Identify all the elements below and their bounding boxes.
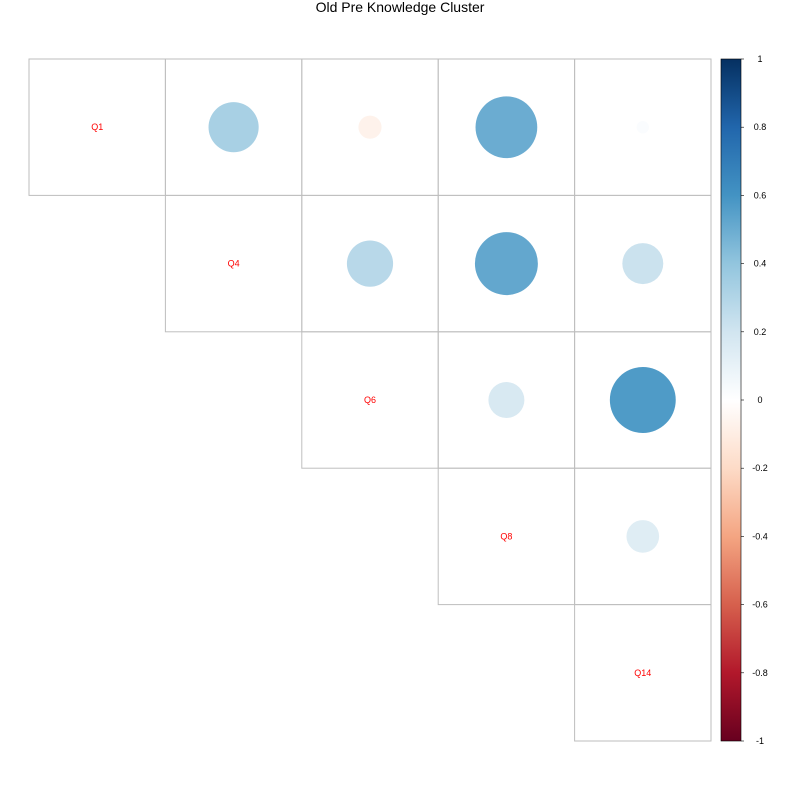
correlation-circle-q1-q14	[636, 121, 649, 134]
colorbar-tick-label: 1	[757, 54, 762, 64]
correlation-circle-q6-q14	[609, 367, 676, 433]
colorbar-tick-label: 0	[757, 395, 762, 405]
correlation-circle-q4-q6	[346, 240, 394, 287]
variable-label-q4: Q4	[228, 259, 240, 269]
colorbar-tick-label: -0.2	[752, 463, 768, 473]
correlation-circle-q1-q8	[475, 96, 538, 159]
grid-cell-q14-q14	[574, 604, 712, 742]
correlation-circle-q8-q14	[626, 520, 660, 553]
colorbar-tick-label: -0.6	[752, 600, 768, 610]
colorbar-tick-label: 0.8	[754, 122, 767, 132]
colorbar-tick-label: 0.2	[754, 327, 767, 337]
colorbar-tick-label: 0.6	[754, 190, 767, 200]
correlation-circle-q4-q8	[474, 232, 538, 296]
correlation-circle-q4-q14	[622, 243, 664, 285]
variable-label-q14: Q14	[634, 668, 651, 678]
variable-label-q8: Q8	[500, 531, 512, 541]
colorbar: 1 0.8 0.6 0.4 0.2 0 -0.2 -0.4 -0.6 -0.8 -1	[720, 54, 768, 746]
correlation-circle-q6-q8	[488, 382, 525, 418]
colorbar-gradient	[721, 59, 741, 741]
variable-label-q1: Q1	[91, 122, 103, 132]
chart-title: Old Pre Knowledge Cluster	[316, 0, 485, 15]
matrix-grid	[28, 58, 712, 742]
colorbar-tick-label: -0.4	[752, 531, 768, 541]
correlation-circle-q1-q4	[208, 102, 259, 153]
correlation-circles	[208, 96, 676, 553]
colorbar-tick-label: -1	[756, 736, 764, 746]
colorbar-tick-label: 0.4	[754, 259, 767, 269]
correlation-circle-q1-q6	[358, 115, 382, 139]
colorbar-tick-label: -0.8	[752, 668, 768, 678]
variable-label-q6: Q6	[364, 395, 376, 405]
variable-labels: Q1 Q4 Q6 Q8 Q14	[91, 122, 651, 678]
